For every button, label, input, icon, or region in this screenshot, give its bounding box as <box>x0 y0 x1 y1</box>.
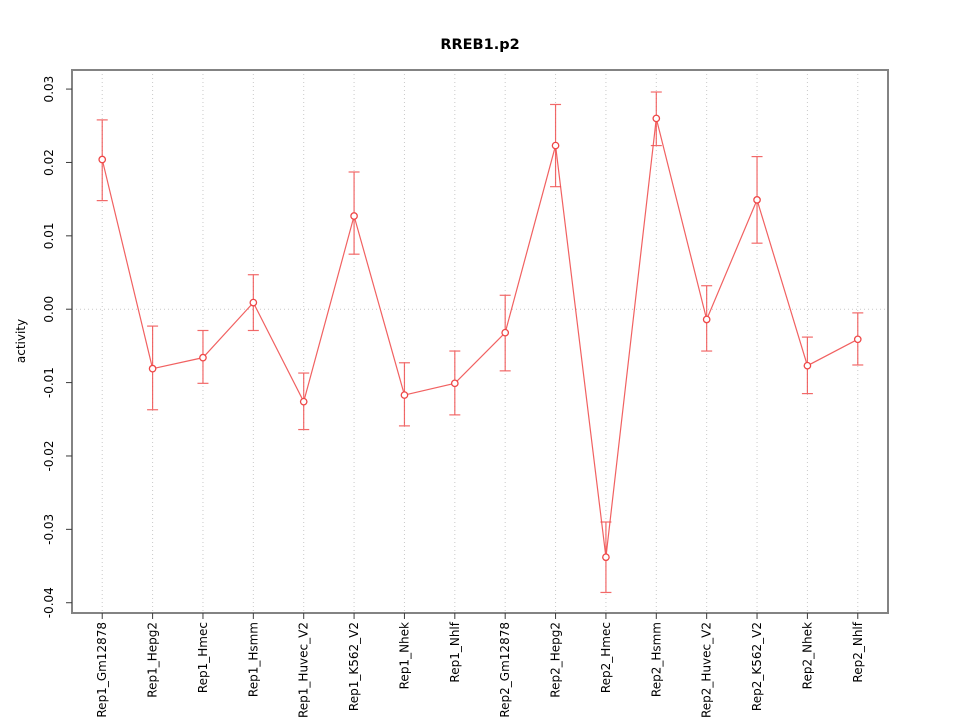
x-tick-label: Rep1_Huvec_V2 <box>297 622 311 718</box>
y-tick-label: 0.01 <box>42 222 56 249</box>
y-tick-label: 0.03 <box>42 76 56 103</box>
data-point <box>753 196 761 204</box>
data-point <box>853 335 862 344</box>
series-line <box>101 118 859 558</box>
x-tick-label: Rep2_Nhlf <box>851 621 865 682</box>
x-tick-label: Rep2_Hsmm <box>649 622 663 697</box>
y-axis-label: activity <box>14 319 28 363</box>
x-tick-label: Rep1_Hsmm <box>246 622 260 697</box>
data-point <box>501 328 510 337</box>
y-tick-label: -0.04 <box>42 587 56 618</box>
x-tick-label: Rep1_Gm12878 <box>95 622 109 718</box>
x-tick-label: Rep1_Nhek <box>397 622 411 689</box>
x-tick-label: Rep2_K562_V2 <box>750 622 764 711</box>
y-tick-label: -0.03 <box>42 514 56 545</box>
chart-title: RREB1.p2 <box>440 37 519 53</box>
data-point <box>199 353 207 362</box>
data-layer <box>96 91 864 594</box>
data-point <box>400 391 409 399</box>
data-point <box>702 315 711 324</box>
x-tick-label: Rep2_Hmec <box>599 622 613 693</box>
y-tick-label: 0.02 <box>42 149 56 176</box>
frame-layer <box>71 69 889 614</box>
data-point <box>551 141 560 150</box>
y-tick-label: 0.00 <box>42 296 56 323</box>
grid-layer <box>72 70 888 613</box>
data-point <box>249 298 258 307</box>
data-point <box>803 361 812 370</box>
data-point <box>148 364 157 373</box>
plot-border <box>71 69 889 614</box>
x-tick-label: Rep2_Huvec_V2 <box>700 622 714 718</box>
data-point <box>350 212 358 220</box>
data-point <box>98 155 107 164</box>
x-tick-label: Rep2_Gm12878 <box>498 622 512 718</box>
y-tick-label: -0.01 <box>42 367 56 398</box>
data-point <box>299 397 308 406</box>
x-tick-label: Rep1_Hepg2 <box>146 622 160 698</box>
y-tick-label: -0.02 <box>42 440 56 471</box>
x-tick-label: Rep1_Nhlf <box>448 621 462 682</box>
x-tick-label: Rep2_Hepg2 <box>549 622 563 698</box>
data-point <box>602 553 610 562</box>
data-point <box>652 114 661 123</box>
x-tick-label: Rep1_K562_V2 <box>347 622 361 711</box>
x-tick-label: Rep2_Nhek <box>800 622 814 689</box>
x-tick-label: Rep1_Hmec <box>196 622 210 693</box>
axis-layer: -0.04 -0.03 -0.02 -0.01 0.00 0.01 0.02 0.03 Rep1… <box>42 76 865 718</box>
data-point <box>450 379 459 388</box>
